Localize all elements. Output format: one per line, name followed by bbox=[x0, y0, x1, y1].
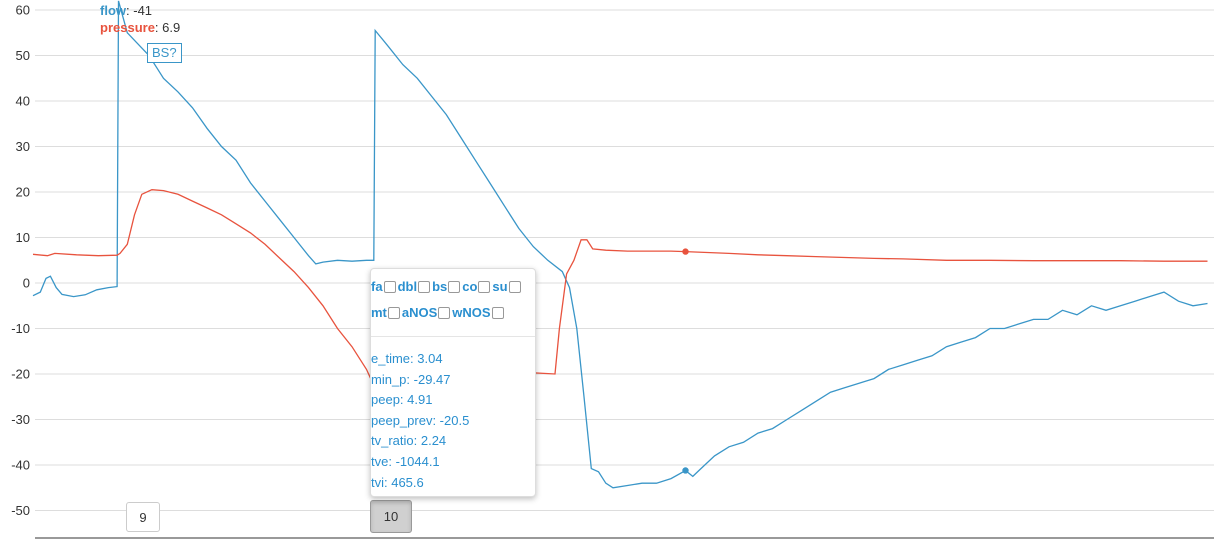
tag-label: aNOS bbox=[401, 305, 438, 320]
tag-label: co bbox=[462, 279, 478, 294]
tag-checkbox[interactable] bbox=[491, 306, 504, 319]
tag-label: bs bbox=[432, 279, 448, 294]
tag-checkbox[interactable] bbox=[478, 280, 491, 293]
y-axis-ticks: 60 50 40 30 20 10 0 -10 -20 -30 -40 -50 bbox=[11, 3, 30, 519]
breath-button-current[interactable]: 10 bbox=[370, 500, 412, 533]
tag-checkbox[interactable] bbox=[418, 280, 431, 293]
breath-button-prev[interactable]: 9 bbox=[126, 502, 160, 532]
hover-point-flow bbox=[682, 467, 689, 474]
tag-checkbox[interactable] bbox=[383, 280, 396, 293]
tag-dbl[interactable]: dbl bbox=[398, 279, 433, 294]
tag-checkbox[interactable] bbox=[448, 280, 461, 293]
hover-legend: flow: -41 pressure: 6.9 bbox=[100, 2, 180, 36]
tag-su[interactable]: su bbox=[492, 279, 522, 294]
tag-mt[interactable]: mt bbox=[371, 305, 402, 320]
metric-min_p: min_p: -29.47 bbox=[371, 371, 451, 387]
tooltip-divider bbox=[371, 336, 535, 337]
hover-point-pressure bbox=[682, 248, 689, 255]
tag-label: dbl bbox=[397, 279, 418, 294]
legend-pressure-key: pressure bbox=[100, 20, 155, 35]
tag-label: wNOS bbox=[452, 305, 491, 320]
tag-label: su bbox=[492, 279, 508, 294]
series-layer bbox=[32, 0, 1208, 489]
metric-peep_prev: peep_prev: -20.5 bbox=[371, 412, 470, 428]
tag-fa[interactable]: fa bbox=[371, 279, 398, 294]
tag-row-1: fa dbl bs co su bbox=[371, 279, 523, 294]
tag-anos[interactable]: aNOS bbox=[402, 305, 452, 320]
tag-label: fa bbox=[371, 279, 383, 294]
bs-annotation-label[interactable]: BS? bbox=[147, 43, 182, 63]
legend-flow-key: flow bbox=[100, 3, 126, 18]
metric-tvi: tvi: 465.6 bbox=[371, 474, 424, 490]
legend-pressure-value: 6.9 bbox=[162, 20, 181, 35]
metric-tv_ratio: tv_ratio: 2.24 bbox=[371, 433, 447, 449]
y-tick-label: -40 bbox=[11, 458, 30, 473]
y-tick-label: 60 bbox=[16, 3, 30, 18]
breath-tooltip: fa dbl bs co su mt aNOS wNOS e_time: 3.04 min_p… bbox=[370, 268, 536, 497]
tag-checkbox[interactable] bbox=[387, 306, 400, 319]
y-tick-label: 50 bbox=[16, 48, 30, 63]
y-tick-label: -30 bbox=[11, 412, 30, 427]
y-tick-label: -50 bbox=[11, 503, 30, 518]
y-tick-label: 40 bbox=[16, 94, 30, 109]
tag-co[interactable]: co bbox=[462, 279, 492, 294]
y-tick-label: 10 bbox=[16, 230, 30, 245]
y-tick-label: -10 bbox=[11, 321, 30, 336]
y-tick-label: 30 bbox=[16, 139, 30, 154]
legend-flow-value: -41 bbox=[133, 3, 153, 18]
tag-checkbox[interactable] bbox=[508, 280, 521, 293]
y-tick-label: 0 bbox=[23, 276, 30, 291]
metric-e_time: e_time: 3.04 bbox=[371, 351, 443, 366]
y-tick-label: -20 bbox=[11, 367, 30, 382]
tag-label: mt bbox=[371, 305, 387, 320]
grid-lines bbox=[35, 9, 1214, 511]
legend-pressure: pressure: 6.9 bbox=[100, 20, 181, 35]
series-line-pressure bbox=[32, 189, 1208, 387]
tag-wnos[interactable]: wNOS bbox=[452, 305, 505, 320]
metric-tve: tve: -1044.1 bbox=[371, 453, 440, 469]
legend-flow: flow: -41 bbox=[100, 3, 153, 18]
tag-bs[interactable]: bs bbox=[432, 279, 462, 294]
series-line-flow bbox=[32, 0, 1208, 489]
y-tick-label: 20 bbox=[16, 185, 30, 200]
tag-row-2: mt aNOS wNOS bbox=[371, 305, 506, 320]
tooltip-metrics: e_time: 3.04 min_p: -29.47 peep: 4.91 peep_… bbox=[371, 349, 469, 493]
tag-checkbox[interactable] bbox=[438, 306, 451, 319]
metric-peep: peep: 4.91 bbox=[371, 392, 433, 408]
